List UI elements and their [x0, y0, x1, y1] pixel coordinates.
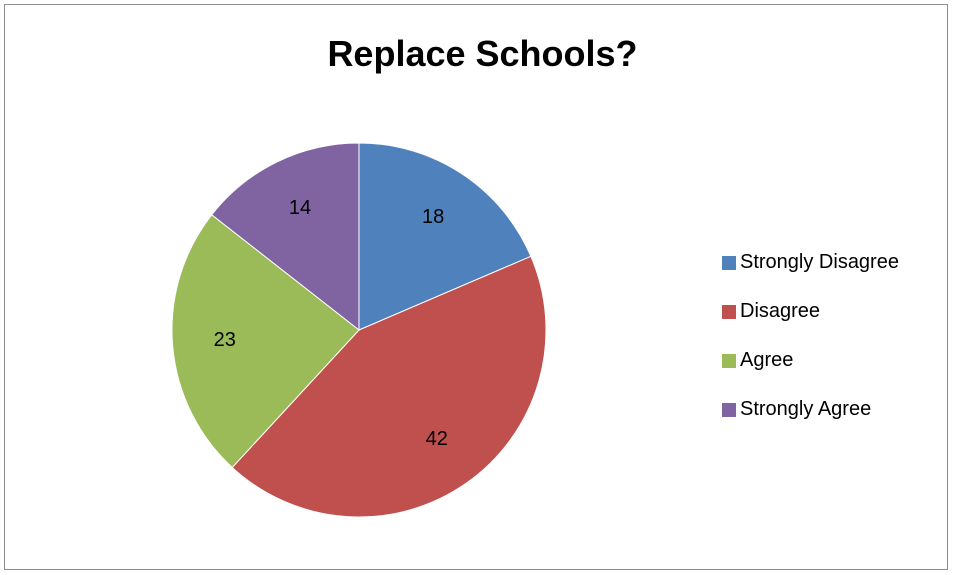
- legend-item-strongly-disagree: Strongly Disagree: [722, 250, 899, 275]
- pie-slice-disagree: [231, 255, 547, 518]
- pie-slice-strongly-disagree: [358, 142, 532, 331]
- chart-legend: Strongly Disagree Disagree Agree Strongly A…: [722, 250, 899, 446]
- legend-swatch: [722, 255, 736, 270]
- legend-label: Disagree: [740, 300, 821, 322]
- data-label-strongly-agree: 14: [289, 197, 311, 219]
- chart-title: Replace Schools?: [327, 33, 638, 74]
- pie-slice-agree: [171, 214, 360, 469]
- legend-label: Strongly Agree: [740, 398, 872, 420]
- legend-swatch: [722, 402, 736, 417]
- pie-slice-strongly-agree: [211, 142, 360, 332]
- legend-label: Agree: [740, 349, 794, 371]
- legend-item-disagree: Disagree: [722, 299, 899, 324]
- data-label-disagree: 42: [426, 428, 448, 450]
- data-label-agree: 23: [214, 329, 236, 351]
- legend-swatch: [722, 304, 736, 319]
- legend-item-strongly-agree: Strongly Agree: [722, 397, 899, 422]
- legend-swatch: [722, 353, 736, 368]
- legend-item-agree: Agree: [722, 348, 899, 373]
- legend-label: Strongly Disagree: [740, 251, 899, 273]
- data-label-strongly-disagree: 18: [422, 206, 444, 228]
